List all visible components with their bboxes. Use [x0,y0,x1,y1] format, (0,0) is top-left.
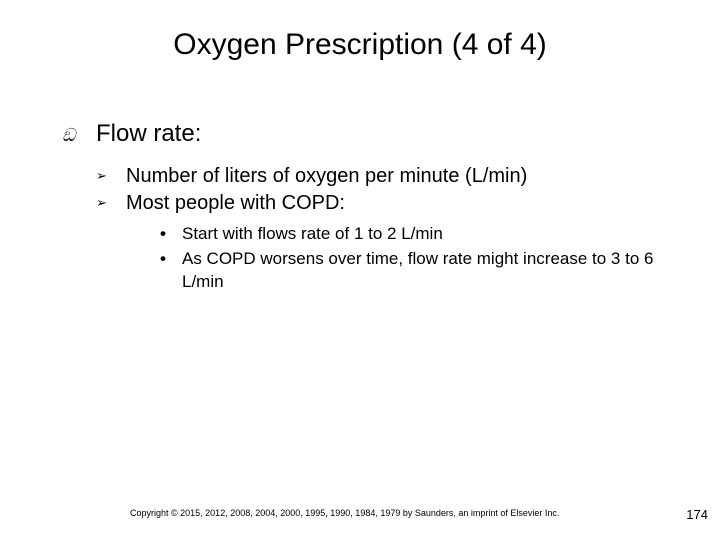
bullet-level2: ➢ Most people with COPD: [96,190,680,217]
bullet-level3: • Start with flows rate of 1 to 2 L/min [160,223,680,246]
level2-text: Number of liters of oxygen per minute (L… [126,165,527,187]
dot-bullet-icon: • [160,248,166,271]
level2-group: ➢ Number of liters of oxygen per minute … [62,163,680,294]
scribble-bullet-icon: ඞ [62,124,75,147]
chevron-bullet-icon: ➢ [96,194,107,212]
level2-text: Most people with COPD: [126,192,345,214]
level3-text: Start with flows rate of 1 to 2 L/min [182,224,443,243]
bullet-level1: ඞ Flow rate: [62,118,680,149]
slide-title: Oxygen Prescription (4 of 4) [0,0,720,70]
level1-text: Flow rate: [96,120,201,147]
dot-bullet-icon: • [160,223,166,246]
chevron-bullet-icon: ➢ [96,167,107,185]
level3-text: As COPD worsens over time, flow rate mig… [182,249,653,291]
page-number: 174 [686,507,708,522]
bullet-level2: ➢ Number of liters of oxygen per minute … [96,163,680,190]
slide-content: ඞ Flow rate: ➢ Number of liters of oxyge… [0,70,720,294]
bullet-level3: • As COPD worsens over time, flow rate m… [160,248,680,294]
copyright-text: Copyright © 2015, 2012, 2008, 2004, 2000… [130,508,559,518]
level3-group: • Start with flows rate of 1 to 2 L/min … [96,217,680,294]
